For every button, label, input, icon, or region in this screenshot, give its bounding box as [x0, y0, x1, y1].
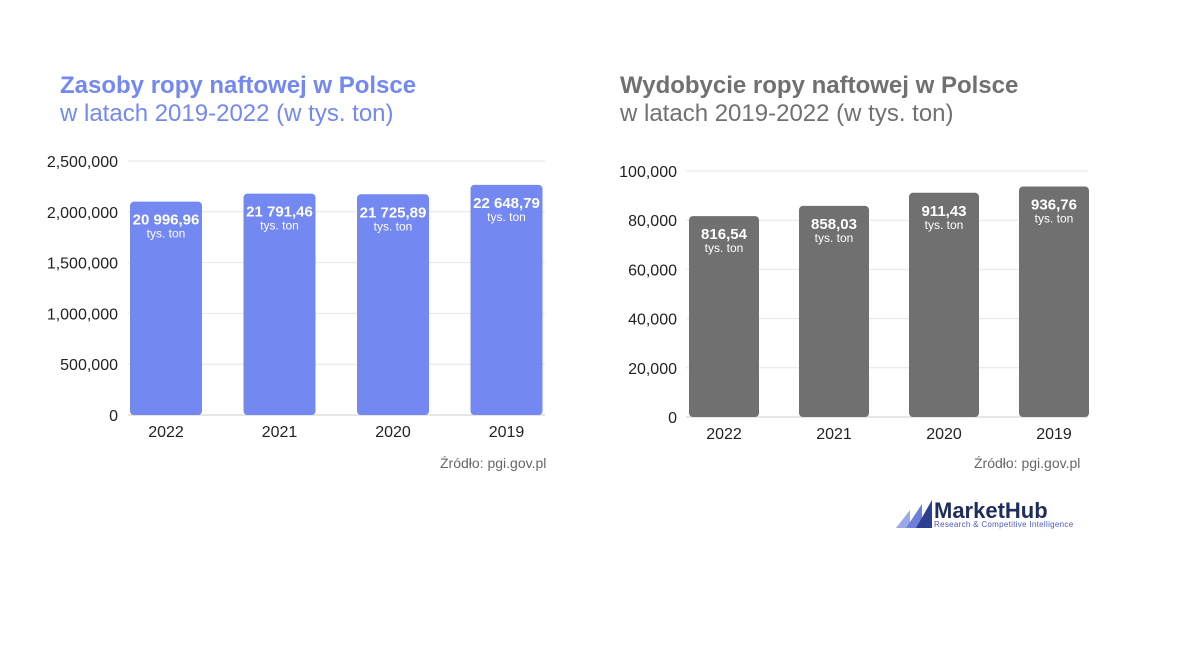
left-bar [130, 201, 202, 415]
right-y-tick-label: 100,000 [619, 164, 677, 181]
right-y-tick-label: 60,000 [628, 262, 677, 279]
left-y-tick-label: 0 [109, 408, 118, 425]
left-chart-title: Zasoby ropy naftowej w Polsce [60, 72, 417, 99]
right-bar [909, 192, 979, 417]
right-bar [689, 216, 759, 417]
left-data-label: 22 648,79 [473, 195, 540, 212]
right-x-tick-label: 2022 [706, 426, 742, 443]
left-chart-title-block: Zasoby ropy naftowej w Polsce w latach 2… [60, 72, 416, 128]
logo-name: MarketHub [934, 498, 1048, 523]
right-data-label: 936,76 [1031, 197, 1077, 214]
left-data-label: 21 791,46 [246, 204, 313, 221]
right-y-tick-label: 0 [668, 410, 677, 427]
left-bar [470, 184, 543, 415]
left-source-note: Źródło: pgi.gov.pl [440, 455, 547, 471]
left-x-tick-label: 2019 [489, 424, 525, 441]
left-x-tick-label: 2021 [262, 424, 298, 441]
left-data-label: 21 725,89 [360, 204, 427, 221]
right-x-tick-label: 2021 [816, 426, 852, 443]
right-data-label-unit: tys. ton [925, 218, 964, 232]
right-data-label-unit: tys. ton [705, 241, 744, 255]
right-bar [1019, 186, 1089, 417]
right-bar-chart: 0 20,000 40,000 60,000 80,000 100,000 2022 816,… [619, 164, 1089, 443]
left-y-tick-label: 2,500,000 [47, 154, 118, 171]
right-bar [799, 205, 869, 417]
right-data-label: 858,03 [811, 216, 857, 233]
left-y-tick-label: 500,000 [60, 357, 118, 374]
right-data-label-unit: tys. ton [1035, 212, 1074, 226]
left-data-label-unit: tys. ton [260, 219, 299, 233]
markethub-logo: MarketHub Research & Competitive Intelli… [896, 498, 1096, 534]
right-x-tick-label: 2020 [926, 426, 962, 443]
left-y-tick-label: 1,000,000 [47, 306, 118, 323]
right-data-label: 911,43 [921, 203, 966, 220]
left-data-label-unit: tys. ton [487, 210, 526, 224]
right-y-tick-label: 80,000 [628, 213, 677, 230]
right-chart-subtitle: w latach 2019-2022 (w tys. ton) [620, 100, 954, 127]
logo-tagline: Research & Competitive Intelligence [934, 520, 1074, 529]
left-data-label-unit: tys. ton [147, 227, 186, 241]
right-data-label-unit: tys. ton [815, 231, 854, 245]
markethub-logo-icon [896, 500, 932, 528]
right-chart-title-block: Wydobycie ropy naftowej w Polsce w latac… [620, 72, 1018, 128]
left-chart-subtitle: w latach 2019-2022 (w tys. ton) [60, 100, 394, 127]
left-y-tick-label: 1,500,000 [47, 256, 118, 273]
right-x-tick-label: 2019 [1036, 426, 1072, 443]
left-x-tick-label: 2020 [375, 424, 411, 441]
right-data-label: 816,54 [701, 226, 748, 243]
left-y-tick-label: 2,000,000 [47, 205, 118, 222]
left-bar-chart: 0 500,000 1,000,000 1,500,000 2,000,000 2,500… [47, 154, 545, 441]
left-x-tick-label: 2022 [148, 424, 184, 441]
right-source-note: Źródło: pgi.gov.pl [974, 455, 1081, 471]
right-y-tick-label: 40,000 [628, 312, 677, 329]
left-bar [243, 193, 316, 415]
left-bar [357, 194, 429, 415]
right-chart-title: Wydobycie ropy naftowej w Polsce [620, 72, 1019, 99]
left-data-label-unit: tys. ton [374, 219, 413, 233]
right-y-tick-label: 20,000 [628, 361, 677, 378]
left-data-label: 20 996,96 [133, 212, 200, 229]
